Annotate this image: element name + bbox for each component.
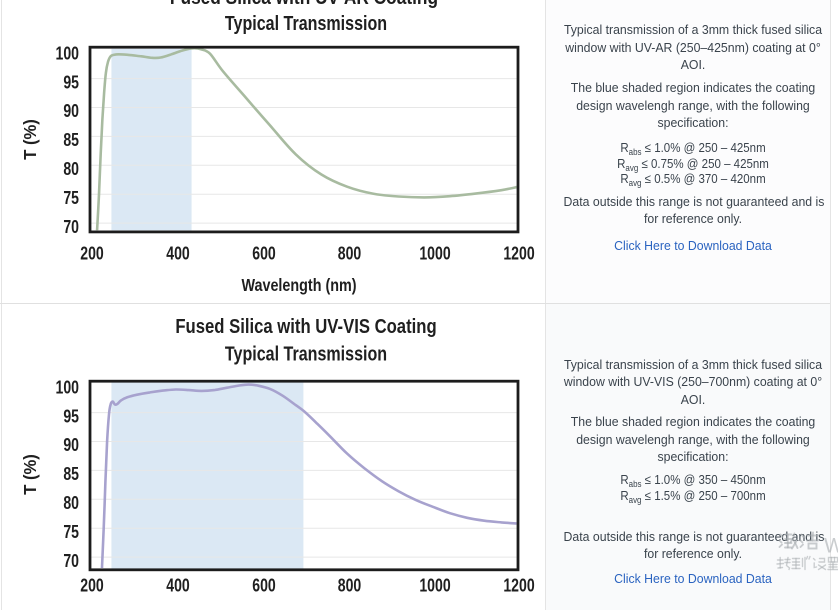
svg-text:T (%): T (%): [21, 119, 40, 160]
svg-text:800: 800: [338, 576, 361, 596]
svg-text:85: 85: [63, 464, 79, 484]
svg-text:400: 400: [166, 576, 189, 596]
svg-text:Fused Silica with UV-VIS Coati: Fused Silica with UV-VIS Coating: [175, 314, 436, 337]
svg-text:1000: 1000: [419, 244, 450, 264]
svg-text:75: 75: [63, 522, 79, 542]
svg-text:80: 80: [63, 159, 79, 179]
svg-text:600: 600: [252, 244, 275, 264]
svg-text:Fused Silica with UV-AR Coatin: Fused Silica with UV-AR Coating: [170, 0, 438, 10]
svg-text:600: 600: [252, 576, 275, 596]
svg-text:100: 100: [56, 44, 79, 64]
svg-text:90: 90: [63, 101, 79, 121]
svg-text:200: 200: [80, 244, 103, 264]
svg-text:95: 95: [63, 73, 79, 93]
svg-text:70: 70: [63, 551, 79, 571]
svg-text:400: 400: [166, 244, 189, 264]
svg-text:200: 200: [80, 576, 103, 596]
svg-text:Wavelength (nm): Wavelength (nm): [241, 277, 356, 296]
svg-text:70: 70: [63, 217, 79, 237]
svg-text:Typical Transmission: Typical Transmission: [225, 11, 387, 34]
svg-text:75: 75: [63, 188, 79, 208]
svg-text:95: 95: [63, 407, 79, 427]
svg-text:100: 100: [56, 378, 79, 398]
svg-text:90: 90: [63, 435, 79, 455]
svg-text:Typical Transmission: Typical Transmission: [225, 341, 387, 364]
svg-text:1000: 1000: [419, 576, 450, 596]
svg-text:85: 85: [63, 130, 79, 150]
svg-text:T (%): T (%): [21, 454, 40, 495]
svg-text:80: 80: [63, 493, 79, 513]
svg-text:Windows: Windows: [824, 535, 838, 558]
svg-text:1200: 1200: [503, 244, 534, 264]
svg-text:800: 800: [338, 244, 361, 264]
svg-text:1200: 1200: [503, 576, 534, 596]
